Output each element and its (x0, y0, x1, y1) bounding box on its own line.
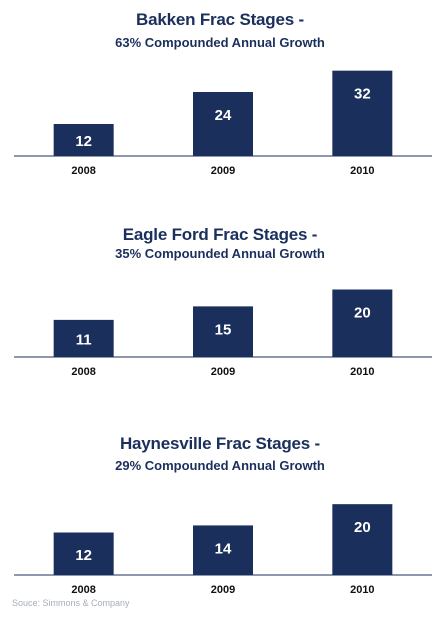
bar-2008 (53, 532, 114, 575)
bar-2010 (332, 70, 393, 156)
bar-2009 (193, 306, 253, 357)
bar-chart-bakken: 12 2008 24 2009 32 2010 (14, 70, 432, 177)
chart-title: Bakken Frac Stages - (136, 10, 304, 29)
data-label: 24 (215, 107, 232, 124)
data-label: 20 (354, 519, 371, 536)
bar-2008 (53, 124, 114, 156)
source-note: Souce: Simmons & Company (12, 598, 130, 608)
x-tick-label: 2010 (350, 584, 374, 596)
chart-title: Haynesville Frac Stages - (119, 434, 321, 453)
bar-2009 (193, 525, 253, 575)
x-tick-label: 2008 (71, 366, 95, 378)
data-label: 14 (215, 540, 232, 557)
chart-subtitle: 35% Compounded Annual Growth (115, 246, 325, 261)
x-tick-label: 2009 (211, 165, 235, 177)
bar-2009 (193, 92, 253, 156)
data-label: 12 (75, 547, 92, 564)
bar-2008 (53, 319, 114, 357)
bar-chart-haynesville: 12 2008 14 2009 20 2010 (14, 504, 432, 596)
x-tick-label: 2008 (71, 165, 95, 177)
x-tick-label: 2009 (211, 584, 235, 596)
data-label: 11 (76, 331, 92, 348)
bar-chart-eagle-ford: 11 2008 15 2009 20 2010 (14, 289, 432, 378)
data-label: 12 (75, 133, 92, 150)
x-tick-label: 2008 (71, 584, 95, 596)
chart-title: Eagle Ford Frac Stages - (122, 225, 318, 244)
data-label: 15 (215, 321, 232, 338)
chart-subtitle: 63% Compounded Annual Growth (115, 35, 325, 50)
bar-2010 (332, 289, 393, 357)
x-tick-label: 2010 (350, 366, 374, 378)
x-tick-label: 2010 (350, 165, 374, 177)
chart-subtitle: 29% Compounded Annual Growth (115, 458, 325, 473)
bar-2010 (332, 504, 393, 575)
x-tick-label: 2009 (211, 366, 235, 378)
data-label: 32 (354, 86, 371, 103)
data-label: 20 (354, 305, 371, 322)
